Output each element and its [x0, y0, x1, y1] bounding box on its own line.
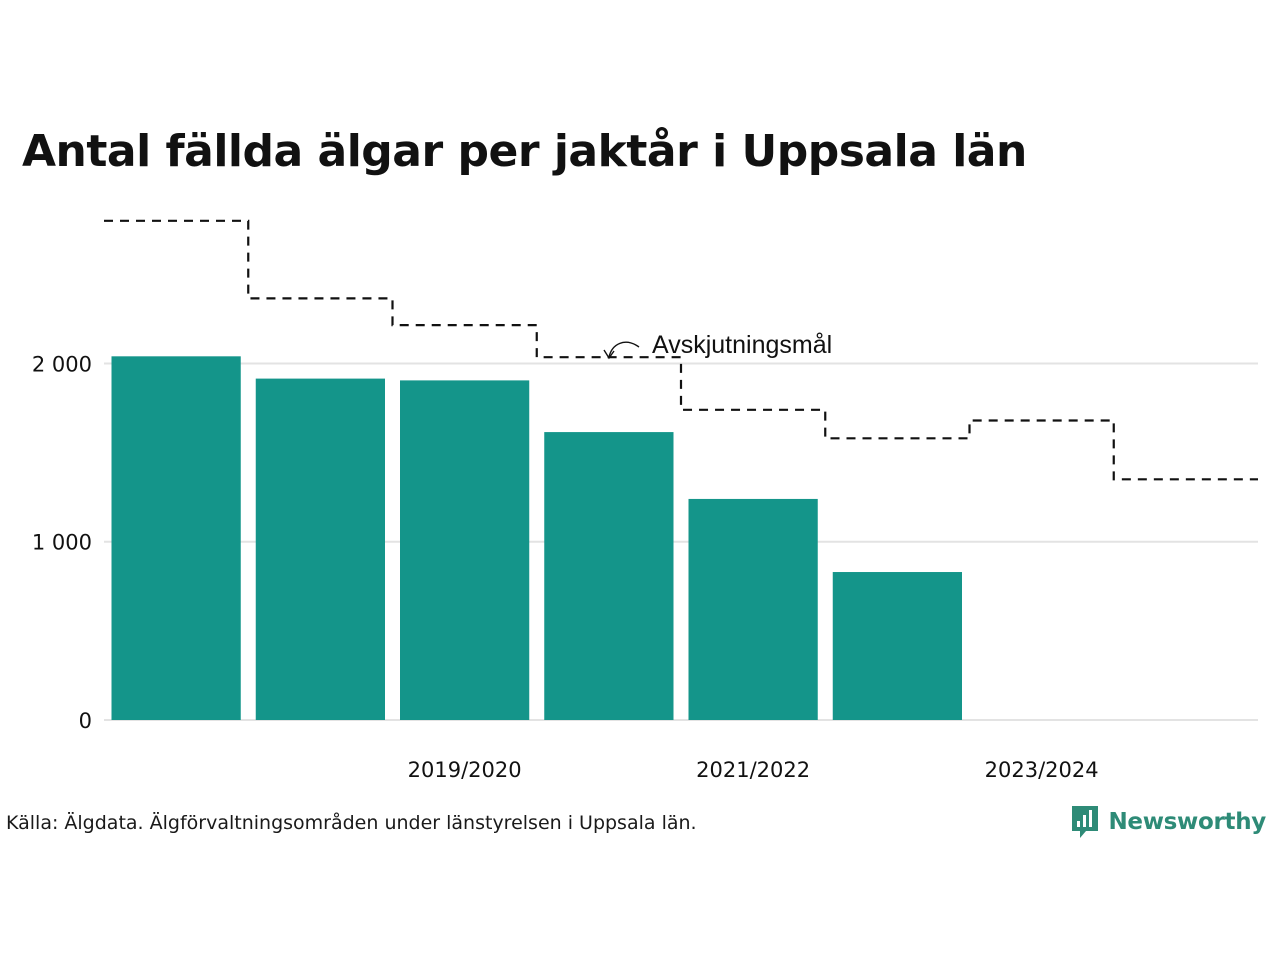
bar [111, 356, 241, 720]
annotation-arrow-head [603, 349, 615, 360]
x-tick-label: 2021/2022 [696, 758, 810, 782]
bar [544, 432, 674, 720]
bar [255, 378, 385, 720]
bar [832, 572, 962, 720]
target-step-line [104, 219, 1258, 481]
bar-layer [111, 356, 962, 720]
x-tick-label: 2023/2024 [985, 758, 1099, 782]
brand-logo: Newsworthy [1070, 804, 1266, 840]
bar [400, 380, 530, 720]
annotation-layer: Avskjutningsmål [603, 331, 832, 360]
axis-layer: 0 1 000 2 000 2019/2020 2021/2022 2023/2024 [32, 352, 1099, 782]
y-tick-label: 1 000 [32, 531, 92, 555]
x-tick-label: 2019/2020 [408, 758, 522, 782]
y-tick-label: 2 000 [32, 352, 92, 376]
annotation-label: Avskjutningsmål [652, 331, 832, 359]
target-line-layer [104, 219, 1258, 481]
source-note: Källa: Älgdata. Älgförvaltningsområden u… [6, 812, 697, 834]
bar [688, 498, 818, 720]
annotation-arrow [608, 341, 640, 358]
newsworthy-logo-icon [1072, 806, 1099, 838]
y-tick-label: 0 [79, 709, 92, 733]
brand-name: Newsworthy [1108, 809, 1266, 835]
chart-title: Antal fällda älgar per jaktår i Uppsala … [22, 126, 1027, 177]
